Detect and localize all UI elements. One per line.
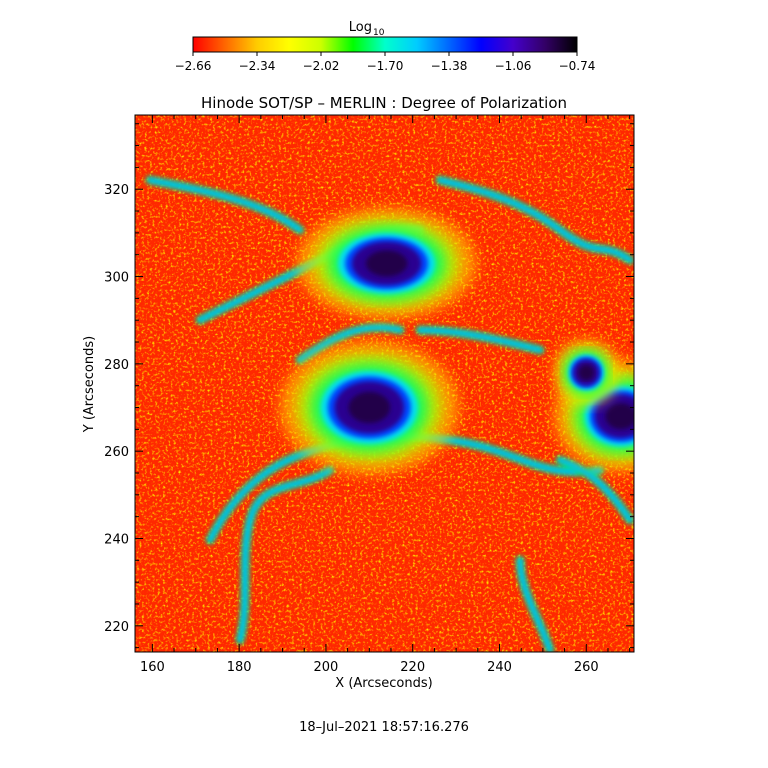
colorbar-ticks: −2.66 −2.34 −2.02 −1.70 −1.38 −1.06 −0.74: [175, 36, 596, 73]
spot-ring: [348, 391, 391, 424]
colorbar-tick-label: −2.66: [175, 59, 212, 73]
colorbar-tick-label: −2.02: [303, 59, 340, 73]
colorbar-gradient: [193, 37, 577, 52]
y-axis: 220 240 260 280 300 320: [104, 123, 634, 649]
colorbar-tick-label: −2.34: [239, 59, 276, 73]
y-tick-label: 260: [104, 445, 129, 460]
y-tick-label: 320: [104, 183, 129, 198]
plot-area: [135, 115, 634, 652]
chart-title: Hinode SOT/SP – MERLIN : Degree of Polar…: [201, 94, 567, 112]
network-core: [438, 178, 632, 262]
y-tick-label: 300: [104, 271, 129, 286]
x-tick-label: 220: [400, 660, 425, 675]
x-tick-label: 260: [574, 660, 599, 675]
colorbar-tick-label: −1.70: [367, 59, 404, 73]
colorbar-tick-label: −0.74: [559, 59, 596, 73]
colorbar-title: Log: [349, 20, 372, 35]
y-tick-label: 280: [104, 358, 129, 373]
x-tick-label: 160: [140, 660, 165, 675]
colorbar-tick-label: −1.38: [431, 59, 468, 73]
spot-pore: [552, 338, 621, 407]
x-axis: 160 180 200 220 240 260: [140, 115, 631, 675]
y-tick-label: 220: [104, 620, 129, 635]
colorbar-frame: [192, 36, 578, 53]
timestamp: 18–Jul–2021 18:57:16.276: [299, 720, 469, 735]
spot-ring: [578, 364, 595, 381]
y-axis-label: Y (Arcseconds): [82, 336, 97, 433]
x-axis-label: X (Arcseconds): [335, 676, 432, 691]
spots-layer: [279, 207, 634, 476]
x-tick-label: 240: [487, 660, 512, 675]
spot-pore: [296, 207, 477, 320]
y-tick-label: 240: [104, 532, 129, 547]
network-core: [558, 458, 632, 522]
spot-sunspot: [279, 339, 460, 476]
colorbar-title-subscript: 10: [373, 28, 385, 38]
network-core: [418, 328, 542, 352]
network-core: [518, 558, 552, 652]
spot-ring: [365, 250, 408, 277]
network-core: [298, 325, 402, 362]
plot-frame: [134, 114, 635, 653]
colorbar-tick-label: −1.06: [495, 59, 532, 73]
network-core: [148, 178, 302, 232]
x-tick-label: 200: [314, 660, 339, 675]
colorbar: Log 10 −2.66 −2.34 −2.02 −1.70 −1.38 −1.06 −0.…: [175, 20, 596, 73]
x-tick-label: 180: [227, 660, 252, 675]
network-core: [238, 468, 332, 642]
spot-ring: [605, 403, 634, 430]
